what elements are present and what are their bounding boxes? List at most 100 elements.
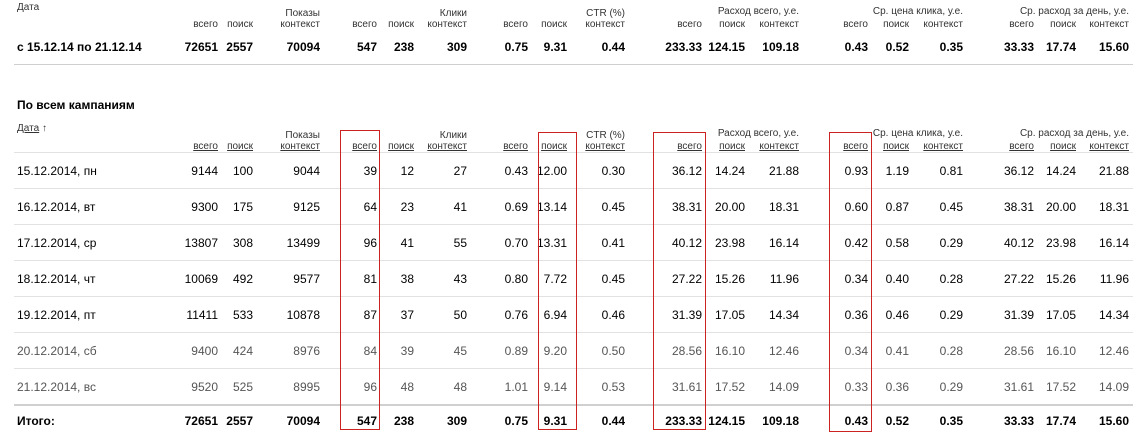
header-cost-search: поиск: [719, 19, 745, 30]
cell: 0.34: [803, 332, 872, 369]
cell: 0.43: [471, 152, 532, 189]
sort-clicks-context[interactable]: Клики контекст: [427, 130, 467, 152]
table-row: 18.12.2014, чт 10069 492 9577 81 38 43 0.80 7.72…: [14, 260, 1133, 297]
cell: 38.31: [629, 188, 706, 225]
sort-by-date-link[interactable]: Дата ↑: [17, 123, 47, 134]
cell: 33.33: [967, 404, 1038, 435]
cell: 0.28: [913, 332, 967, 369]
cell: 41: [418, 188, 471, 225]
sort-cost-all[interactable]: всего: [677, 141, 702, 152]
cell: 124.15: [706, 404, 749, 435]
header-ctr-search: поиск: [541, 19, 567, 30]
cell: 0.36: [872, 368, 913, 405]
cell: 0.69: [471, 188, 532, 225]
sort-clicks-all[interactable]: всего: [352, 141, 377, 152]
cell: 0.29: [913, 224, 967, 261]
sort-ctr-all[interactable]: всего: [503, 141, 528, 152]
cell: 81: [324, 260, 381, 297]
cell: 18.31: [1080, 188, 1133, 225]
highlight-clicks-all: [340, 130, 380, 430]
summary-row: с 15.12.14 по 21.12.14 72651 2557 70094 …: [14, 30, 1133, 65]
cell: 9520: [172, 368, 222, 405]
cell: 309: [418, 30, 471, 65]
cell: 0.87: [872, 188, 913, 225]
sort-ctr-search[interactable]: поиск: [541, 141, 567, 152]
sort-cpc-context[interactable]: Ср. цена клика, у.е. контекст: [872, 128, 963, 152]
cell: 16.10: [1038, 332, 1080, 369]
cell: 20.00: [706, 188, 749, 225]
table-row: 17.12.2014, ср 13807 308 13499 96 41 55 0.70 13.…: [14, 224, 1133, 261]
row-date: 15.12.2014, пн: [14, 152, 172, 189]
cell: 96: [324, 368, 381, 405]
cell: 0.45: [571, 188, 629, 225]
sort-shows-search[interactable]: поиск: [227, 141, 253, 152]
cell: 70094: [257, 404, 324, 435]
cell: 15.60: [1080, 404, 1133, 435]
cell: 9577: [257, 260, 324, 297]
cell: 0.52: [872, 404, 913, 435]
cell: 309: [418, 404, 471, 435]
cell: 21.88: [1080, 152, 1133, 189]
section-title: По всем кампаниям: [17, 98, 135, 112]
cell: 0.29: [913, 368, 967, 405]
cell: 16.14: [1080, 224, 1133, 261]
cell: 31.39: [967, 296, 1038, 333]
cell: 17.52: [1038, 368, 1080, 405]
header-cpc-all: всего: [843, 19, 868, 30]
cell: 31.39: [629, 296, 706, 333]
cell: 0.53: [571, 368, 629, 405]
cell: 39: [324, 152, 381, 189]
cell: 0.30: [571, 152, 629, 189]
header-ctr-all: всего: [503, 19, 528, 30]
cell: 14.34: [1080, 296, 1133, 333]
sort-daily-search[interactable]: поиск: [1050, 141, 1076, 152]
cell: 0.75: [471, 404, 532, 435]
cell: 9300: [172, 188, 222, 225]
cell: 55: [418, 224, 471, 261]
cell: 43: [418, 260, 471, 297]
sort-cpc-search[interactable]: поиск: [883, 141, 909, 152]
sort-ctr-context[interactable]: CTR (%) контекст: [585, 130, 625, 152]
sort-shows-context[interactable]: Показы контекст: [280, 130, 320, 152]
cell: 11.96: [749, 260, 803, 297]
sort-shows-all[interactable]: всего: [193, 141, 218, 152]
header-shows-all: всего: [193, 19, 218, 30]
cell: 27: [418, 152, 471, 189]
cell: 39: [381, 332, 418, 369]
sort-daily-context[interactable]: Ср. расход за день, у.е. контекст: [1019, 128, 1129, 152]
cell: 0.44: [571, 30, 629, 65]
cell: 15.26: [706, 260, 749, 297]
cell: 84: [324, 332, 381, 369]
cell: 0.43: [803, 30, 872, 65]
row-date: 17.12.2014, ср: [14, 224, 172, 261]
cell: 0.81: [913, 152, 967, 189]
table-row: 16.12.2014, вт 9300 175 9125 64 23 41 0.69 13.14…: [14, 188, 1133, 225]
sort-cpc-all[interactable]: всего: [843, 141, 868, 152]
cell: 124.15: [706, 30, 749, 65]
cell: 0.28: [913, 260, 967, 297]
cell: 72651: [172, 404, 222, 435]
sort-cost-search[interactable]: поиск: [719, 141, 745, 152]
cell: 8995: [257, 368, 324, 405]
cell: 10878: [257, 296, 324, 333]
sort-clicks-search[interactable]: поиск: [388, 141, 414, 152]
cell: 50: [418, 296, 471, 333]
cell: 0.35: [913, 30, 967, 65]
sort-cost-context[interactable]: Расход всего, у.е. контекст: [717, 128, 799, 152]
cell: 0.42: [803, 224, 872, 261]
highlight-cost-all: [653, 132, 706, 430]
header-clicks-context: Клики контекст: [427, 8, 467, 30]
cell: 14.24: [1038, 152, 1080, 189]
header-clicks-all: всего: [352, 19, 377, 30]
sort-daily-all[interactable]: всего: [1009, 141, 1034, 152]
cell: 48: [418, 368, 471, 405]
header-cost-all: всего: [677, 19, 702, 30]
cell: 17.74: [1038, 404, 1080, 435]
row-date: 16.12.2014, вт: [14, 188, 172, 225]
cell: 2557: [222, 404, 257, 435]
cell: 23.98: [1038, 224, 1080, 261]
sort-arrow-icon: ↑: [41, 123, 47, 134]
cell: 21.88: [749, 152, 803, 189]
cell: 12: [381, 152, 418, 189]
cell: 14.34: [749, 296, 803, 333]
